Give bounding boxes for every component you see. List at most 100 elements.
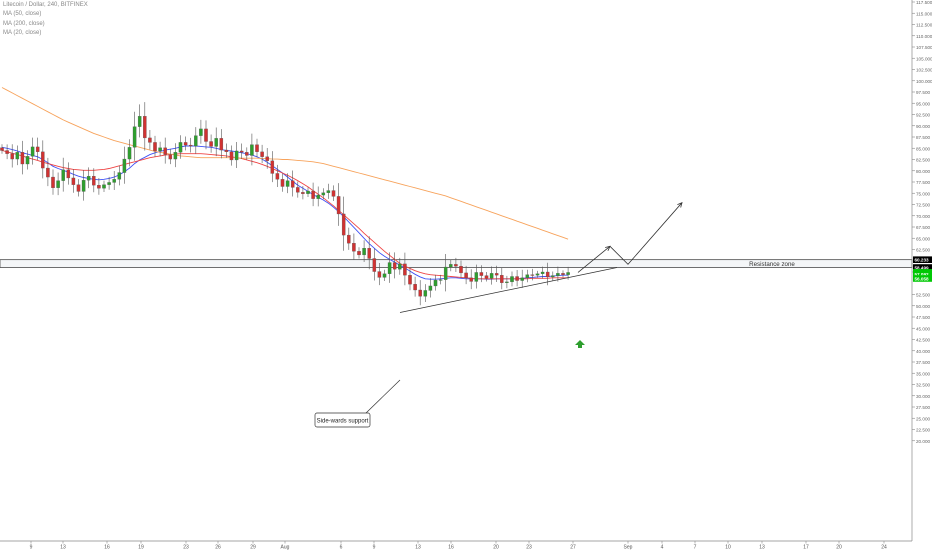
- price-tick-label: 110.000: [916, 34, 932, 39]
- up-arrow-icon: [575, 340, 585, 348]
- candle-body: [382, 273, 387, 278]
- candle-body: [316, 194, 320, 199]
- time-tick-label: 13: [415, 545, 421, 551]
- candle-body: [219, 138, 224, 151]
- candle-body: [540, 271, 545, 274]
- candle-body: [56, 180, 60, 188]
- ma-200-close-line: [1, 87, 569, 240]
- price-tick-label: 112.500: [916, 23, 932, 28]
- candlestick-layer: [0, 102, 570, 306]
- price-tick-label: 32.500: [916, 383, 930, 388]
- candle-body: [97, 184, 101, 189]
- time-tick-label: 6: [340, 545, 343, 551]
- candle-body: [81, 180, 86, 192]
- candle-body: [255, 144, 259, 152]
- price-tick-label: 105.000: [916, 56, 932, 61]
- price-tick-label: 52.500: [916, 293, 930, 298]
- callout-text: Side-wards support: [317, 419, 369, 425]
- candle-body: [408, 274, 412, 285]
- candle-body: [551, 275, 555, 278]
- candle-body: [449, 264, 453, 268]
- time-tick-label: 4: [661, 545, 664, 551]
- price-tick-label: 115.000: [916, 11, 932, 16]
- candle-body: [10, 153, 14, 160]
- callout-box: [314, 412, 371, 428]
- candle-body: [5, 150, 9, 154]
- candle-body: [301, 192, 305, 194]
- price-tick-label: 85.000: [916, 146, 930, 151]
- candle-body: [392, 262, 397, 270]
- candle-body: [530, 274, 535, 276]
- time-tick-label: 24: [881, 545, 887, 551]
- time-tick-label: 26: [215, 545, 221, 551]
- candle-body: [484, 275, 489, 279]
- candle-body: [71, 177, 76, 185]
- candle-body: [556, 273, 560, 276]
- price-label-box: [913, 270, 932, 278]
- candle-body: [357, 251, 361, 256]
- time-tick-label: Aug: [281, 545, 290, 551]
- candle-body: [510, 276, 514, 283]
- candle-body: [234, 150, 239, 161]
- candle-body: [148, 137, 152, 143]
- candle-body: [76, 184, 81, 192]
- candle-body: [454, 264, 458, 267]
- candle-body: [20, 152, 25, 165]
- candle-body: [403, 263, 407, 276]
- candle-body: [153, 142, 157, 152]
- indicator-ma-20[interactable]: MA (20, close): [3, 30, 42, 37]
- price-label-box: [913, 264, 932, 271]
- time-tick-label: 7: [694, 545, 697, 551]
- price-tick-label: 40.000: [916, 349, 930, 354]
- price-tick-label: 87.500: [916, 135, 930, 140]
- candle-body: [92, 175, 96, 186]
- time-tick-label: 9: [373, 545, 376, 551]
- candle-body: [545, 271, 550, 278]
- price-tick-label: 107.500: [916, 45, 932, 50]
- candle-body: [433, 279, 438, 287]
- candle-body: [479, 272, 484, 276]
- candle-body: [515, 276, 519, 281]
- candle-body: [352, 243, 356, 252]
- callout-pointer: [365, 379, 401, 414]
- projection-path: [577, 202, 683, 273]
- candle-body: [15, 152, 20, 160]
- candle-body: [199, 128, 203, 136]
- price-tick-label: 117.500: [916, 0, 932, 5]
- candle-body: [413, 283, 417, 291]
- candle-body: [285, 180, 290, 187]
- candle-body: [561, 273, 565, 275]
- candle-body: [280, 179, 285, 187]
- time-tick-label: 13: [759, 545, 765, 551]
- candle-body: [306, 190, 310, 194]
- candle-body: [311, 190, 315, 199]
- candle-body: [117, 172, 122, 180]
- price-tick-label: 80.000: [916, 169, 930, 174]
- candle-body: [336, 196, 341, 215]
- candle-body: [260, 151, 264, 157]
- candle-body: [188, 144, 193, 147]
- candle-body: [30, 146, 35, 157]
- candle-body: [535, 273, 540, 276]
- indicator-ma-50[interactable]: MA (50, close): [3, 11, 42, 18]
- price-tick-label: 92.500: [916, 113, 930, 118]
- ma-50-close-line: [1, 150, 569, 280]
- moving-average-layer: [1, 87, 569, 280]
- price-label-box: [913, 256, 932, 264]
- candle-body: [331, 190, 336, 197]
- candle-body: [525, 274, 530, 279]
- price-tick-label: 22.500: [916, 428, 930, 433]
- candle-body: [367, 247, 371, 259]
- price-tick-label: 70.000: [916, 214, 930, 219]
- candle-body: [474, 272, 479, 282]
- price-tick-label: 42.500: [916, 338, 930, 343]
- symbol-title: Litecoin / Dollar, 240, BITFINEX: [3, 2, 88, 8]
- price-tick-label: 45.000: [916, 326, 930, 331]
- indicator-ma-200[interactable]: MA (200, close): [3, 20, 45, 27]
- candle-body: [398, 263, 402, 270]
- projection-arrowhead-2: [677, 202, 683, 208]
- candle-body: [66, 169, 71, 179]
